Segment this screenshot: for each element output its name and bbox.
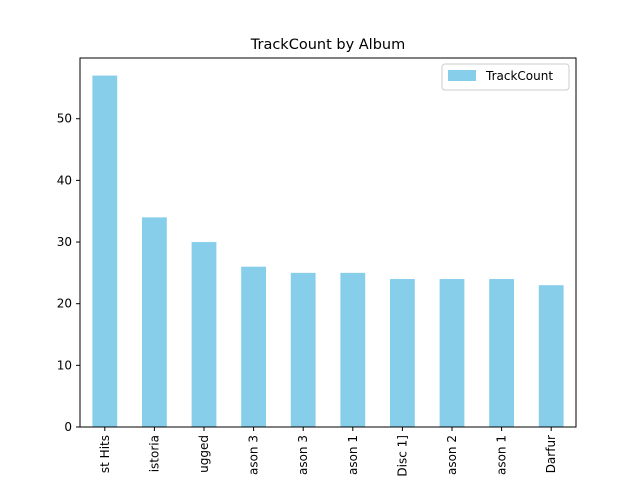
y-tick-label-3: 30 bbox=[57, 235, 72, 249]
bar-6 bbox=[390, 279, 415, 427]
x-tick-label-9: Darfur bbox=[544, 435, 558, 473]
chart-title: TrackCount by Album bbox=[250, 37, 405, 53]
legend-label-trackcount: TrackCount bbox=[485, 69, 553, 83]
bar-1 bbox=[142, 217, 167, 427]
x-tick-label-7: ason 2 bbox=[445, 435, 459, 475]
bar-2 bbox=[191, 242, 217, 427]
y-tick-label-1: 10 bbox=[57, 358, 72, 372]
x-tick-label-8: ason 1 bbox=[495, 435, 509, 475]
bar-9 bbox=[538, 285, 564, 427]
x-tick-label-5: ason 1 bbox=[346, 435, 360, 475]
y-tick-label-2: 20 bbox=[57, 297, 72, 311]
bar-4 bbox=[290, 272, 316, 427]
bar-8 bbox=[489, 279, 514, 427]
x-axis: st Hits istoria ugged ason 3 ason 3 ason 1 Dis… bbox=[98, 427, 558, 477]
bar-3 bbox=[241, 266, 266, 427]
plot-frame bbox=[79, 57, 577, 428]
y-axis: 0 10 20 30 40 50 bbox=[57, 112, 80, 434]
x-tick-label-3: ason 3 bbox=[247, 435, 261, 475]
x-tick-label-6: Disc 1] bbox=[395, 435, 409, 477]
bar-0 bbox=[92, 75, 118, 428]
y-tick-label-0: 0 bbox=[64, 420, 72, 434]
x-tick-label-2: ugged bbox=[197, 435, 211, 473]
x-tick-label-1: istoria bbox=[147, 435, 161, 472]
bar-7 bbox=[439, 279, 465, 427]
y-tick-label-5: 50 bbox=[57, 112, 72, 126]
legend: TrackCount bbox=[441, 63, 570, 91]
bar-5 bbox=[340, 272, 366, 427]
legend-swatch-trackcount bbox=[448, 70, 476, 81]
x-tick-label-4: ason 3 bbox=[296, 435, 310, 475]
bars-group bbox=[92, 75, 564, 428]
y-tick-label-4: 40 bbox=[57, 173, 72, 187]
x-tick-label-0: st Hits bbox=[98, 435, 112, 473]
